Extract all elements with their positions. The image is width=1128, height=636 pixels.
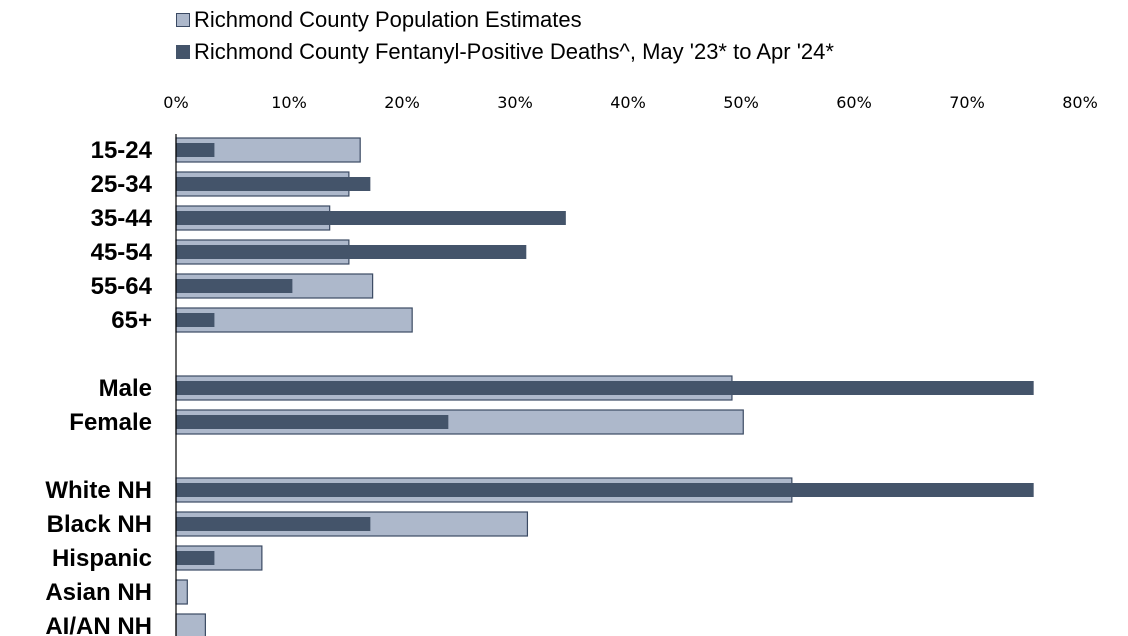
x-tick-label: 0%: [163, 93, 188, 112]
x-tick-label: 70%: [949, 93, 985, 112]
category-label: Hispanic: [52, 545, 152, 572]
category-label: 45-54: [91, 239, 153, 266]
bar-population: [175, 613, 206, 636]
category-label: 25-34: [91, 171, 153, 198]
x-tick-label: 50%: [723, 93, 759, 112]
bar-deaths: [176, 551, 215, 565]
bar-population: [175, 307, 413, 333]
legend-swatch-population: [176, 13, 190, 27]
legend-swatch-deaths: [176, 45, 190, 59]
category-label: Female: [69, 409, 152, 436]
bar-population: [175, 579, 188, 605]
x-tick-label: 30%: [497, 93, 533, 112]
category-label: White NH: [45, 477, 152, 504]
bar-deaths: [176, 313, 215, 327]
bar-deaths: [176, 143, 215, 157]
category-label: 15-24: [91, 137, 153, 164]
bar-deaths: [176, 517, 371, 531]
legend-item-population: Richmond County Population Estimates: [176, 4, 834, 36]
category-label: 35-44: [91, 205, 153, 232]
legend-item-deaths: Richmond County Fentanyl-Positive Deaths…: [176, 36, 834, 68]
x-tick-label: 40%: [610, 93, 646, 112]
bar-deaths: [176, 279, 293, 293]
bar-deaths: [176, 211, 566, 225]
category-label: Black NH: [47, 511, 152, 538]
x-tick-label: 10%: [271, 93, 307, 112]
legend: Richmond County Population Estimates Ric…: [176, 4, 834, 68]
bar-deaths: [176, 177, 371, 191]
legend-label-population: Richmond County Population Estimates: [194, 7, 582, 32]
category-label: Male: [99, 375, 152, 402]
x-tick-label: 60%: [836, 93, 872, 112]
x-tick-label: 20%: [384, 93, 420, 112]
category-label: 65+: [111, 307, 152, 334]
category-label: Asian NH: [45, 579, 152, 606]
bar-deaths: [176, 483, 1034, 497]
bar-deaths: [176, 415, 449, 429]
legend-label-deaths: Richmond County Fentanyl-Positive Deaths…: [194, 39, 834, 64]
category-label: 55-64: [91, 273, 153, 300]
category-label: AI/AN NH: [45, 613, 152, 636]
x-tick-label: 80%: [1062, 93, 1098, 112]
bar-deaths: [176, 245, 527, 259]
bar-deaths: [176, 381, 1034, 395]
bar-population: [175, 409, 744, 435]
